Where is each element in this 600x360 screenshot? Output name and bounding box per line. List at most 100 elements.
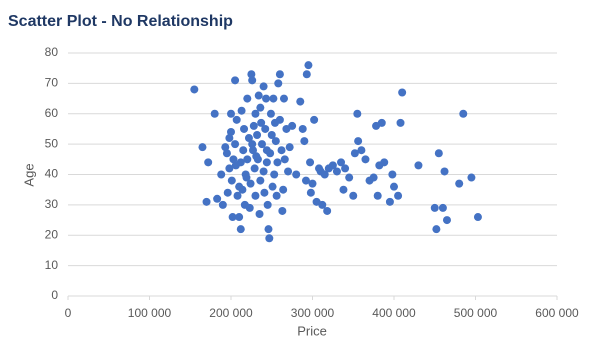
point	[432, 225, 441, 234]
point	[259, 82, 268, 91]
point	[394, 191, 403, 200]
point	[262, 158, 271, 167]
point	[277, 146, 286, 155]
point	[251, 191, 260, 200]
y-tick-label: 80	[45, 45, 59, 59]
point	[345, 173, 354, 182]
point	[279, 185, 288, 194]
point	[217, 170, 226, 179]
point	[320, 170, 329, 179]
point	[328, 161, 337, 170]
point	[455, 179, 464, 188]
point	[459, 109, 468, 118]
point	[228, 213, 237, 222]
point	[272, 191, 281, 200]
x-tick-label: 0	[65, 306, 72, 320]
point	[222, 149, 231, 158]
point	[298, 124, 307, 133]
y-tick-label: 60	[45, 106, 59, 120]
point	[350, 149, 359, 158]
point	[247, 70, 256, 79]
point	[306, 158, 315, 167]
point	[296, 97, 305, 106]
point	[254, 91, 263, 100]
point	[198, 143, 207, 152]
point	[229, 155, 238, 164]
point	[300, 137, 309, 146]
point	[354, 137, 363, 146]
point	[301, 176, 310, 185]
point	[231, 76, 240, 85]
point	[473, 213, 482, 222]
point	[398, 88, 407, 97]
point	[255, 209, 264, 218]
y-tick-label: 0	[51, 288, 58, 302]
point	[430, 203, 439, 212]
point	[263, 200, 272, 209]
point	[318, 200, 327, 209]
y-tick-label: 40	[45, 167, 59, 181]
point	[240, 124, 249, 133]
point	[380, 158, 389, 167]
point	[361, 155, 370, 164]
point	[237, 106, 246, 115]
point	[369, 173, 378, 182]
point	[269, 94, 278, 103]
point	[396, 118, 405, 127]
point	[232, 115, 241, 124]
point	[467, 173, 476, 182]
point	[385, 197, 394, 206]
point	[262, 94, 271, 103]
point	[390, 182, 398, 191]
point	[265, 234, 274, 243]
point	[271, 118, 280, 127]
point	[231, 161, 240, 170]
point	[310, 115, 319, 124]
point	[249, 121, 258, 130]
point	[414, 161, 423, 170]
point	[231, 140, 240, 149]
point	[434, 149, 443, 158]
point	[253, 131, 262, 140]
point	[285, 143, 294, 152]
point	[210, 109, 219, 118]
point	[251, 109, 260, 118]
point	[249, 146, 258, 155]
x-tick-label: 600 000	[535, 306, 579, 320]
point	[273, 158, 282, 167]
point	[267, 131, 276, 140]
point	[239, 146, 248, 155]
point	[225, 164, 234, 173]
point	[242, 173, 251, 182]
point	[440, 167, 449, 176]
point	[227, 127, 235, 136]
point	[288, 121, 297, 130]
point	[353, 109, 362, 118]
point	[278, 206, 287, 215]
chart-title: Scatter Plot - No Relationship	[8, 13, 233, 30]
point	[190, 85, 199, 94]
point	[244, 134, 253, 143]
point	[262, 146, 271, 155]
point	[204, 158, 213, 167]
point	[218, 200, 227, 209]
point	[332, 167, 341, 176]
point	[323, 206, 332, 215]
point	[259, 167, 268, 176]
point	[442, 216, 451, 225]
x-tick-label: 200 000	[209, 306, 253, 320]
point	[221, 143, 230, 152]
point	[260, 188, 269, 197]
point	[304, 61, 313, 70]
point	[250, 164, 259, 173]
point	[337, 158, 346, 167]
point	[233, 191, 242, 200]
point	[388, 170, 397, 179]
point	[257, 118, 266, 127]
y-tick-label: 50	[45, 136, 59, 150]
y-axis-title: Age	[21, 163, 36, 186]
point	[213, 194, 222, 203]
point	[245, 203, 254, 212]
y-tick-label: 10	[45, 258, 59, 272]
